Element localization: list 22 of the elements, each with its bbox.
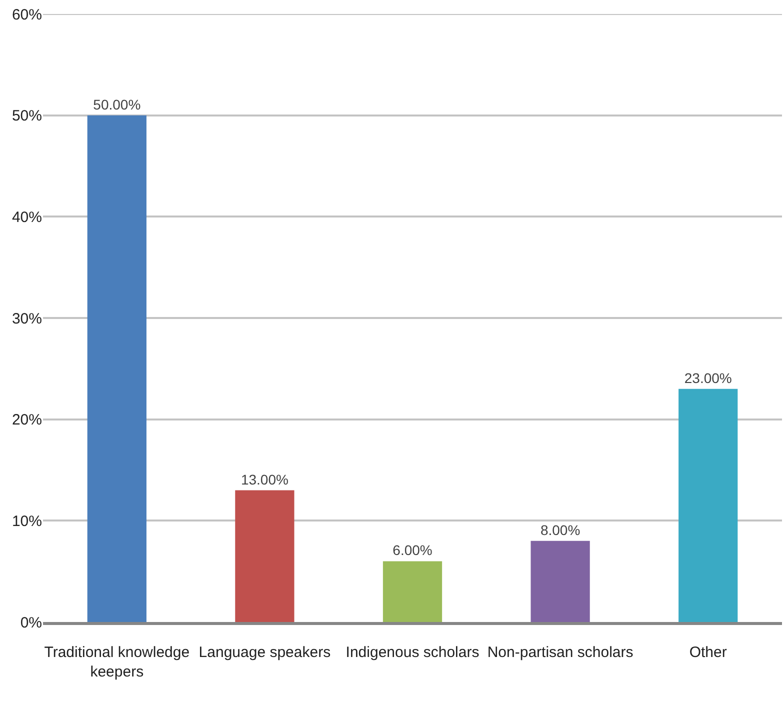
data-label: 6.00% (392, 542, 432, 558)
bar (87, 115, 146, 622)
y-tick-label: 50% (12, 108, 42, 125)
data-label: 8.00% (540, 522, 580, 538)
x-tick-label: Language speakers (198, 644, 331, 661)
bar (382, 561, 442, 622)
y-tick-label: 30% (12, 310, 42, 328)
bar (235, 490, 294, 622)
x-tick-label: Indigenous scholars (346, 644, 480, 661)
y-tick-label: 20% (12, 412, 42, 429)
y-tick-label: 40% (12, 208, 42, 226)
x-tick-label: Non-partisan scholars (487, 644, 634, 661)
x-tick-label: Traditional knowledge keepers (44, 644, 190, 680)
y-tick-label: 0% (20, 614, 42, 632)
bar (530, 540, 590, 622)
data-label: 13.00% (240, 471, 288, 488)
x-tick-label: Other (689, 644, 727, 661)
bar (678, 388, 738, 622)
data-label: 23.00% (684, 370, 732, 386)
y-tick-label: 60% (12, 6, 42, 24)
y-tick-label: 10% (12, 512, 42, 530)
data-label: 50.00% (93, 96, 141, 112)
